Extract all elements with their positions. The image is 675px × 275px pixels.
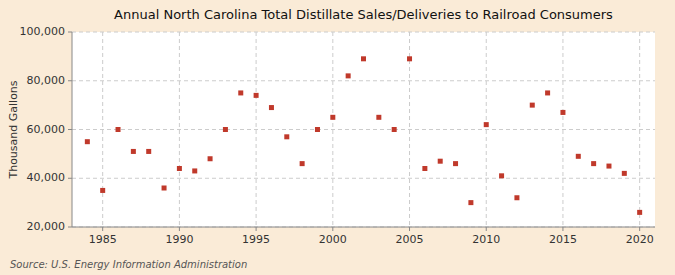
- point: [162, 186, 167, 191]
- grid-line: [639, 32, 640, 227]
- y-axis-label: Thousand Gallons: [7, 80, 20, 179]
- tick-label: 80,000: [27, 74, 66, 87]
- point: [591, 161, 596, 166]
- axes: 20,000 40,000 60,000 80,000 100,000 1985 1990 1…: [20, 25, 656, 246]
- point: [622, 171, 627, 176]
- grid-line: [102, 32, 103, 227]
- grid-line: [72, 80, 655, 81]
- tick-label: 60,000: [27, 123, 66, 136]
- tick-label: 2000: [319, 233, 347, 246]
- grid-line: [72, 227, 655, 228]
- point: [177, 166, 182, 171]
- point: [422, 166, 427, 171]
- point: [453, 161, 458, 166]
- point: [254, 93, 259, 98]
- grid: [72, 32, 655, 227]
- tick: [332, 227, 333, 231]
- point: [530, 103, 535, 108]
- tick: [68, 129, 72, 130]
- tick: [486, 227, 487, 231]
- point: [560, 110, 565, 115]
- point: [484, 122, 489, 127]
- tick-label: 2010: [472, 233, 500, 246]
- point: [116, 127, 121, 132]
- point: [346, 73, 351, 78]
- point: [208, 156, 213, 161]
- point: [514, 195, 519, 200]
- title: Annual North Carolina Total Distillate S…: [114, 7, 613, 22]
- tick-label: 40,000: [27, 171, 66, 184]
- point: [192, 168, 197, 173]
- x-axis-line: [72, 227, 655, 228]
- tick-label: 1985: [89, 233, 117, 246]
- points: [85, 56, 642, 215]
- point: [300, 161, 305, 166]
- point: [499, 173, 504, 178]
- tick: [68, 32, 72, 33]
- point: [238, 90, 243, 95]
- tick-label: 1995: [242, 233, 270, 246]
- tick: [639, 227, 640, 231]
- plot-area: [72, 32, 655, 227]
- grid-line: [72, 32, 655, 33]
- point: [576, 154, 581, 159]
- grid-line: [72, 178, 655, 179]
- tick: [68, 227, 72, 228]
- tick-label: 1990: [165, 233, 193, 246]
- point: [85, 139, 90, 144]
- point: [315, 127, 320, 132]
- tick-label: 2005: [396, 233, 424, 246]
- chart: 20,000 40,000 60,000 80,000 100,000 1985 1990 1…: [0, 0, 675, 275]
- tick-label: 100,000: [20, 25, 66, 38]
- tick: [409, 227, 410, 231]
- point: [361, 56, 366, 61]
- page: {"chart_data": {"type": "scatter", "titl…: [0, 0, 675, 275]
- background: [0, 0, 675, 275]
- tick: [256, 227, 257, 231]
- grid-line: [332, 32, 333, 227]
- tick-label: 2020: [626, 233, 654, 246]
- source: Source: U.S. Energy Information Administ…: [10, 259, 247, 270]
- tick: [562, 227, 563, 231]
- y-axis-line: [72, 32, 73, 227]
- point: [468, 200, 473, 205]
- point: [637, 210, 642, 215]
- tick-label: 2015: [549, 233, 577, 246]
- point: [606, 164, 611, 169]
- point: [146, 149, 151, 154]
- point: [131, 149, 136, 154]
- tick-label: 20,000: [27, 220, 66, 233]
- point: [438, 159, 443, 164]
- point: [269, 105, 274, 110]
- grid-line: [179, 32, 180, 227]
- point: [223, 127, 228, 132]
- point: [376, 115, 381, 120]
- point: [100, 188, 105, 193]
- tick: [68, 178, 72, 179]
- grid-line: [486, 32, 487, 227]
- point: [545, 90, 550, 95]
- grid-line: [256, 32, 257, 227]
- tick: [68, 80, 72, 81]
- point: [392, 127, 397, 132]
- point: [407, 56, 412, 61]
- point: [284, 134, 289, 139]
- tick: [179, 227, 180, 231]
- tick: [102, 227, 103, 231]
- point: [330, 115, 335, 120]
- grid-line: [72, 129, 655, 130]
- grid-line: [562, 32, 563, 227]
